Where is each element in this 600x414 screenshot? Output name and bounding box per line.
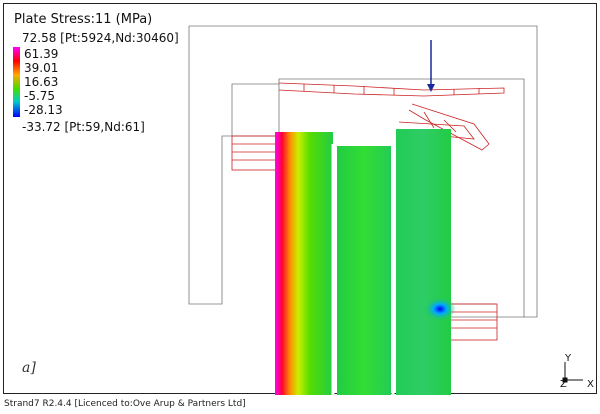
color-legend-bar [13, 47, 20, 117]
model-viewport[interactable]: Plate Stress:11 (MPa) 72.58 [Pt:5924,Nd:… [3, 3, 598, 395]
min-stress-spot [424, 297, 456, 321]
min-value-label: -33.72 [Pt:59,Nd:61] [22, 120, 145, 134]
stress-contour-plates [275, 129, 456, 395]
legend-tick: 39.01 [24, 61, 59, 75]
axis-x-label: X [587, 379, 594, 390]
plate-left [275, 132, 333, 395]
status-bar: Strand7 R2.4.4 [Licenced to:Ove Arup & P… [4, 399, 246, 409]
legend-tick: -28.13 [24, 103, 63, 117]
legend-tick: -5.75 [24, 89, 56, 103]
load-arrow [427, 40, 435, 92]
axis-triad [562, 362, 583, 383]
axis-z-label: Z [560, 379, 567, 390]
model-view[interactable] [4, 4, 598, 395]
plate-right [396, 129, 451, 395]
axis-y-label: Y [565, 353, 572, 364]
max-value-label: 72.58 [Pt:5924,Nd:30460] [22, 31, 179, 45]
legend-tick: 16.63 [24, 75, 59, 89]
legend-tick: 61.39 [24, 47, 59, 61]
figure-label: a] [22, 360, 36, 376]
plate-middle [337, 146, 391, 395]
result-title: Plate Stress:11 (MPa) [14, 12, 153, 27]
